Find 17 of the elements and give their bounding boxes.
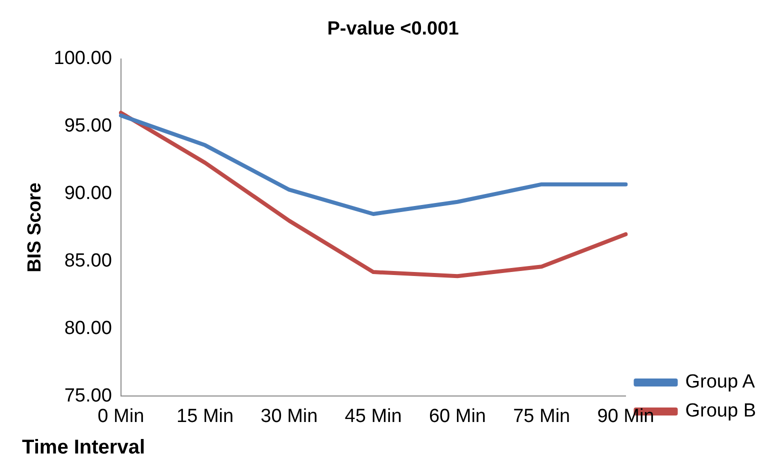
legend-label: Group A <box>685 372 756 393</box>
x-tick-label: 60 Min <box>428 406 486 427</box>
x-tick-label: 30 Min <box>260 406 318 427</box>
y-tick-label: 75.00 <box>64 385 112 406</box>
y-tick-label: 100.00 <box>54 48 112 70</box>
x-tick-label: 45 Min <box>344 406 402 427</box>
y-tick-label: 85.00 <box>64 250 112 272</box>
x-tick-label: 15 Min <box>176 406 234 427</box>
y-axis-title: BIS Score <box>24 182 46 272</box>
y-tick-label: 80.00 <box>64 318 112 339</box>
y-tick-label: 95.00 <box>64 116 112 137</box>
x-axis-title: Time Interval <box>22 436 146 459</box>
legend-label: Group B <box>685 400 756 422</box>
x-tick-label: 0 Min <box>98 406 144 427</box>
chart-title: P-value <0.001 <box>327 18 460 40</box>
y-tick-label: 90.00 <box>64 182 112 204</box>
x-tick-label: 75 Min <box>513 406 570 427</box>
